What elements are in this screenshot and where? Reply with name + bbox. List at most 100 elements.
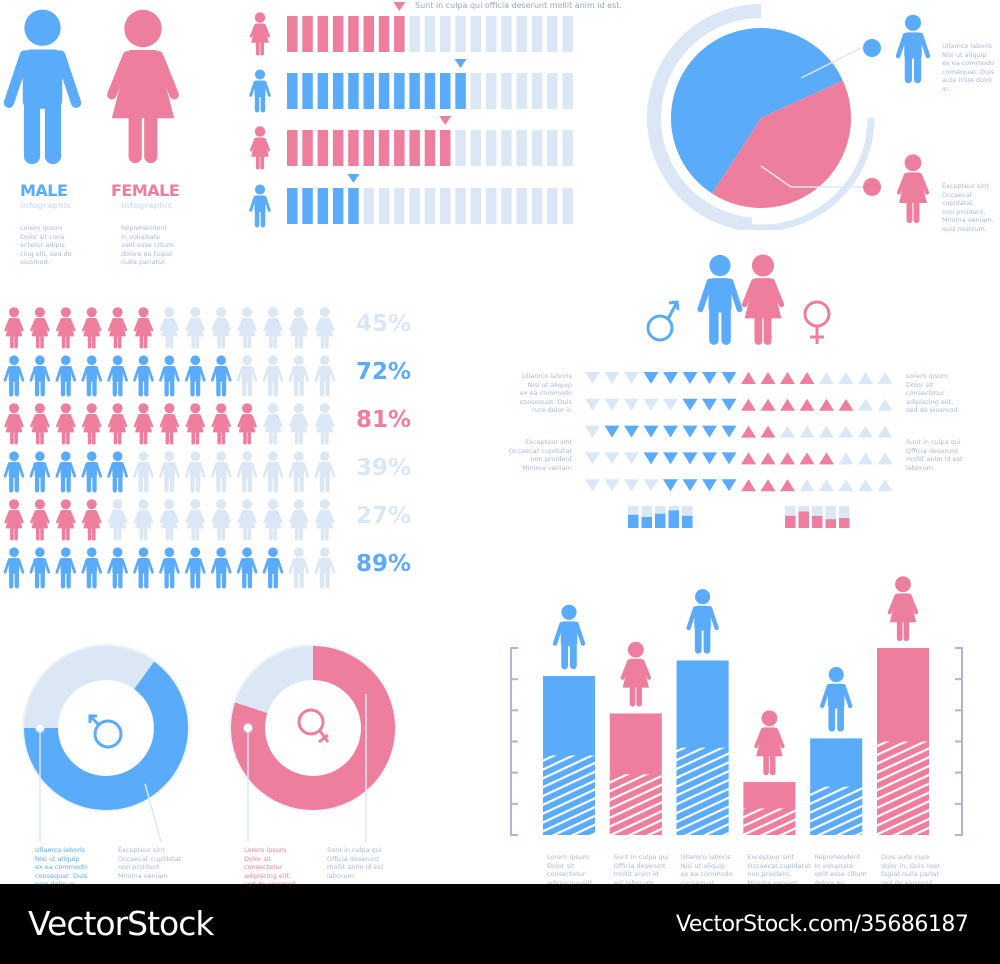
grid-male-icon — [135, 451, 153, 492]
bar-captions: Lorem ipsum Dolor sit consectetur adipis… — [0, 853, 1000, 884]
bar-segment — [378, 16, 390, 52]
segment-bars-caption: Sunt in culpa qui officia deserunt molli… — [415, 1, 622, 10]
grid-female-icon — [6, 499, 23, 540]
grid-female-icon — [135, 307, 152, 348]
female-triangle — [838, 452, 854, 465]
image-url: VectorStock.com/35686187 — [676, 912, 969, 937]
female-triangle — [819, 372, 834, 384]
female-triangle — [877, 425, 893, 438]
grid-female-icon — [109, 307, 126, 348]
female-triangle — [741, 398, 756, 411]
bar-segment — [363, 73, 374, 109]
grid-male-icon — [290, 451, 308, 492]
female-triangle — [838, 425, 854, 438]
triangle-right-text-1: Lorem ipsum Dolor sit consectetur adipis… — [906, 372, 960, 414]
donut-leader-line — [143, 779, 162, 843]
grid-female-icon — [161, 307, 178, 348]
bar-segment — [302, 188, 313, 224]
pie-leader-line — [760, 165, 872, 188]
male-triangle — [624, 425, 639, 438]
row-male-icon — [251, 184, 270, 227]
triangle-right-text-2: Sunt in culpa qui Officia deserunt molli… — [906, 438, 963, 472]
grid-female-icon — [57, 499, 74, 540]
grid-male-icon — [83, 547, 101, 588]
bar-segment — [424, 188, 436, 224]
bar-segment — [455, 130, 466, 166]
grid-male-icon — [31, 355, 49, 396]
grid-female-icon — [187, 403, 204, 444]
bar-segment — [516, 130, 527, 166]
mini-female-bar — [785, 515, 796, 528]
grid-male-icon — [5, 547, 23, 588]
grid-male-icon — [186, 547, 204, 588]
female-triangle — [877, 372, 893, 384]
bar-segment — [531, 188, 543, 224]
male-triangle — [721, 479, 737, 492]
grid-female-icon — [6, 403, 23, 444]
female-triangle — [799, 425, 815, 438]
icon-percent-grid: 45% 72% 81% 39% 27% 89% — [0, 305, 420, 595]
male-triangle — [643, 398, 659, 411]
male-triangle — [585, 452, 600, 465]
male-triangle — [604, 479, 620, 492]
pie-slice-male — [671, 28, 843, 194]
male-triangle — [721, 398, 737, 411]
grid-female-icon — [32, 307, 49, 348]
grid-female-icon — [291, 307, 308, 348]
female-figure-icon — [104, 8, 182, 166]
pie-female-dot — [863, 178, 881, 196]
donut-hole — [60, 682, 152, 774]
female-triangle — [858, 372, 873, 384]
male-triangle — [604, 398, 620, 411]
mini-female-bar — [839, 506, 850, 528]
bar-segment — [332, 16, 344, 52]
bar-caption: Lorem ipsum Dolor sit consectetur adipis… — [547, 853, 595, 884]
bar-segment — [332, 130, 344, 166]
grid-male-icon — [186, 451, 204, 492]
segment-bars — [240, 2, 573, 230]
male-triangle — [663, 425, 678, 438]
male-figure-icon — [0, 8, 85, 166]
triangle-comparison — [585, 372, 893, 528]
bar-segment — [302, 130, 313, 166]
male-triangle — [604, 425, 620, 438]
female-triangle — [741, 452, 756, 465]
bar-male-icon — [822, 667, 850, 732]
bar-stripes — [743, 808, 796, 835]
bar-stripes — [810, 786, 863, 835]
bar-segment — [455, 73, 466, 109]
male-triangle — [643, 479, 659, 492]
bar-segment — [470, 188, 482, 224]
male-triangle — [585, 372, 600, 384]
bar-stripes — [609, 774, 662, 835]
female-triangle — [838, 372, 854, 384]
bar-segment — [485, 130, 497, 166]
donut-outline — [229, 644, 397, 812]
bar-caption: Sunt in culpa qui Officia deserunt molli… — [613, 853, 669, 884]
bar-segment — [363, 188, 374, 224]
grid-female-icon — [239, 499, 256, 540]
percent-label: 89% — [356, 551, 412, 577]
grid-male-icon — [264, 547, 282, 588]
bar-segment — [317, 16, 329, 52]
grid-male-icon — [57, 547, 75, 588]
bar-segment — [531, 73, 543, 109]
grid-male-icon — [5, 451, 23, 492]
female-triangle — [760, 452, 776, 465]
female-symbol-icon — [318, 730, 330, 744]
male-subtitle: infographic — [20, 201, 72, 210]
bar-segment — [363, 130, 374, 166]
grid-male-icon — [212, 451, 230, 492]
female-triangle — [741, 372, 756, 384]
mini-female-bar — [798, 511, 809, 528]
donut-point — [362, 686, 370, 694]
bar-segment — [547, 73, 558, 109]
female-triangle — [741, 479, 756, 492]
male-triangle — [643, 425, 659, 438]
female-triangle — [799, 452, 815, 465]
female-triangle — [858, 425, 873, 438]
female-triangle — [838, 398, 854, 411]
bar-segment — [409, 188, 420, 224]
female-triangle — [780, 372, 795, 384]
male-triangle — [721, 372, 737, 384]
